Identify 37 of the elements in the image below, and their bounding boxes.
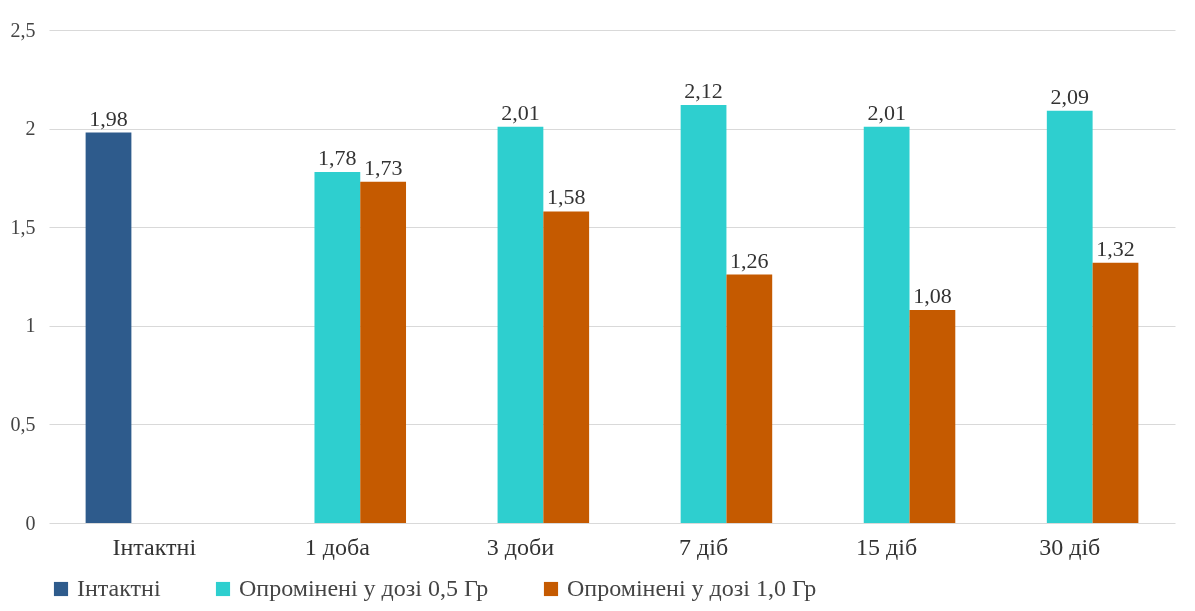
y-tick-label: 2,5 [10,18,36,41]
bar [680,104,727,523]
y-tick-label: 1 [25,314,36,337]
bar [909,310,956,523]
data-label: 1,58 [546,184,586,210]
data-label: 1,32 [1096,235,1135,261]
data-label: 2,12 [684,77,723,103]
x-tick-label: Інтактні [112,533,197,560]
y-tick-label: 1,5 [10,215,36,238]
x-tick-label: 15 діб [856,533,918,560]
data-label: 1,08 [913,283,952,309]
y-tick-label: 0 [25,511,36,534]
x-tick-label: 1 доба [304,533,371,560]
bar [314,171,361,523]
legend-label: Опромінені у дозі 0,5 Гр [239,575,489,601]
data-label: 1,73 [363,154,403,180]
legend-label: Інтактні [77,575,161,601]
x-tick-label: 30 діб [1039,533,1101,560]
y-tick-label: 0,5 [10,412,36,435]
bar [543,211,590,523]
data-label: 1,98 [89,105,128,131]
bar [360,181,407,523]
bar [497,126,544,523]
bar [1092,262,1139,523]
x-tick-label: 7 діб [679,533,729,560]
bar [85,132,132,523]
bar [726,274,773,523]
data-label: 2,01 [867,99,906,125]
bar [863,126,910,523]
data-label: 2,01 [501,99,540,125]
data-label: 1,26 [730,247,769,273]
data-label: 2,09 [1050,83,1089,109]
data-label: 1,78 [318,144,357,170]
legend-label: Опромінені у дозі 1,0 Гр [567,575,817,601]
y-tick-label: 2 [25,117,36,140]
x-tick-label: 3 доби [486,533,555,560]
bar [1046,110,1093,523]
